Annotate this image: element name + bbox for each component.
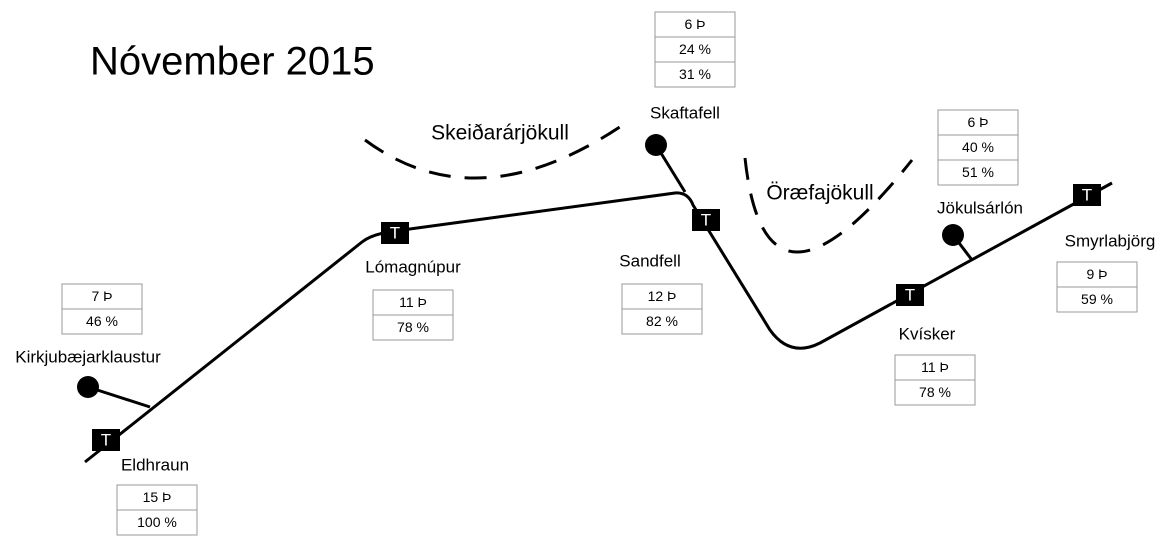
marker-label: T: [701, 210, 711, 229]
stat-value: 59 %: [1081, 291, 1113, 307]
stat-cell: [1056, 286, 1138, 313]
stat-cell: [894, 379, 976, 406]
marker-label: T: [905, 285, 915, 304]
stat-value: 78 %: [397, 319, 429, 335]
station-marker: [92, 429, 120, 451]
station-name: Eldhraun: [121, 455, 189, 474]
stat-cell: [654, 61, 736, 88]
station-dot: [645, 134, 667, 156]
title: Nóvember 2015: [90, 40, 375, 84]
marker-label: T: [101, 430, 111, 449]
stat-value: 100 %: [137, 514, 177, 530]
stat-value: 46 %: [86, 313, 118, 329]
station-name: Jökulsárlón: [937, 198, 1023, 217]
stat-cell: [621, 283, 703, 310]
marker-label: T: [1082, 185, 1092, 204]
stat-value: 7 Þ: [91, 288, 112, 304]
stat-value: 11 Þ: [921, 359, 949, 375]
stat-value: 11 Þ: [399, 294, 427, 310]
station-name: Kirkjubæjarklaustur: [15, 347, 161, 366]
stat-cell: [372, 289, 454, 316]
station-name: Kvísker: [899, 324, 956, 343]
station-name: Skaftafell: [650, 103, 720, 122]
stat-value: 24 %: [679, 41, 711, 57]
station-marker: [381, 222, 409, 244]
stat-value: 6 Þ: [967, 114, 988, 130]
glacier-label: Skeiðarárjökull: [431, 122, 569, 145]
station-marker: [692, 209, 720, 231]
station-name: Sandfell: [619, 251, 680, 270]
glacier-edge: [743, 157, 914, 254]
station-dot: [77, 376, 99, 398]
glacier-label: Öræfajökull: [766, 182, 873, 205]
station-name: Smyrlabjörg: [1065, 231, 1156, 250]
stat-value: 12 Þ: [648, 288, 677, 304]
stat-cell: [116, 509, 198, 536]
stat-cell: [621, 308, 703, 335]
stat-value: 6 Þ: [684, 16, 705, 32]
stat-cell: [61, 308, 143, 335]
stat-value: 31 %: [679, 66, 711, 82]
stat-cell: [372, 314, 454, 341]
station-marker: [896, 284, 924, 306]
stat-cell: [1056, 261, 1138, 288]
station-name: Lómagnúpur: [365, 257, 461, 276]
stat-value: 51 %: [962, 164, 994, 180]
stat-value: 40 %: [962, 139, 994, 155]
route-line: [84, 181, 1113, 464]
stat-value: 9 Þ: [1086, 266, 1107, 282]
stat-cell: [116, 484, 198, 511]
stat-value: 82 %: [646, 313, 678, 329]
station-dot: [942, 224, 964, 246]
marker-label: T: [390, 223, 400, 242]
station-marker: [1073, 184, 1101, 206]
stat-cell: [937, 159, 1019, 186]
stat-value: 15 Þ: [143, 489, 172, 505]
stat-value: 78 %: [919, 384, 951, 400]
